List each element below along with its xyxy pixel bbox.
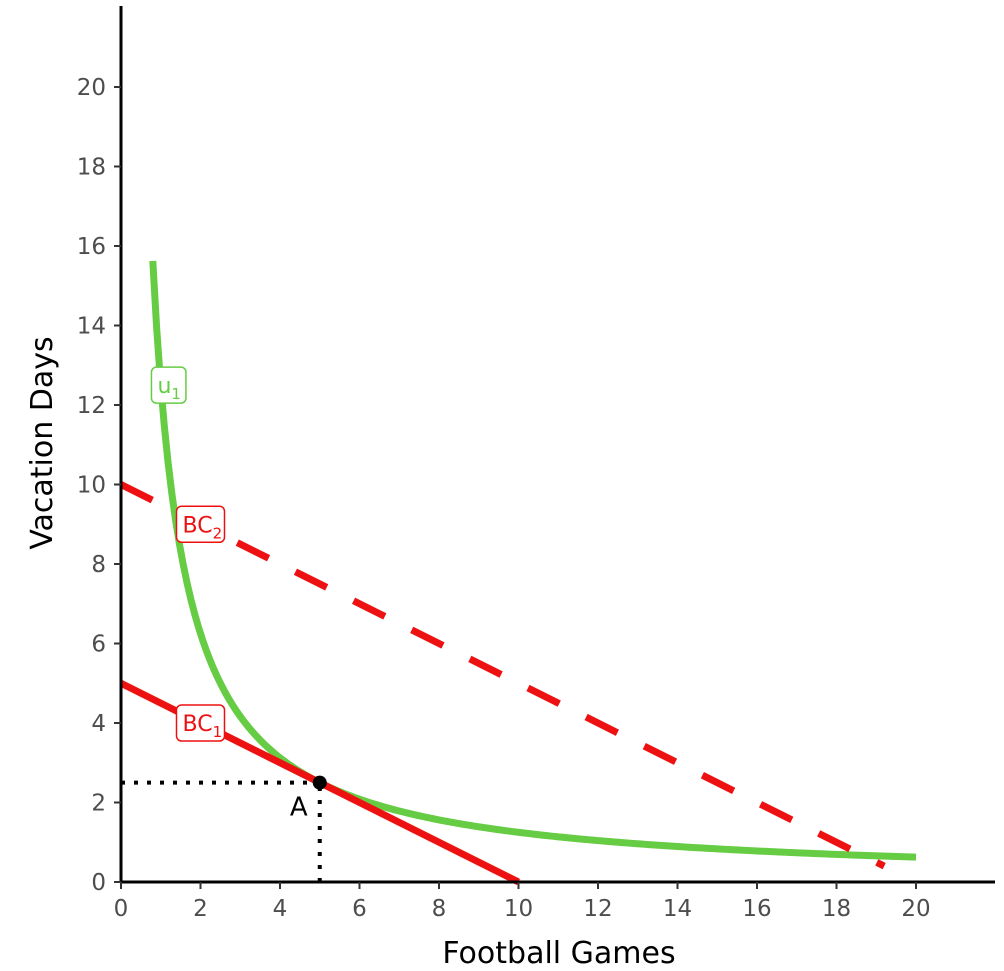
y-tick-label: 12 xyxy=(77,393,106,419)
points: A xyxy=(290,775,327,823)
series-layer xyxy=(119,260,917,886)
guide-lines xyxy=(121,780,322,882)
u1-line xyxy=(149,260,917,861)
point-a-label: A xyxy=(290,793,308,823)
point-a-marker xyxy=(312,775,327,790)
label-box xyxy=(175,505,226,543)
axes: 0 2 4 6 8 10 12 14 16 18 20 0 2 4 6 8 10 12 14 16 18 20 xyxy=(77,6,995,922)
x-tick-label: 14 xyxy=(663,896,692,922)
y-tick-label: 14 xyxy=(77,314,106,340)
x-tick-label: 4 xyxy=(273,896,288,922)
y-tick-label: 8 xyxy=(91,552,106,578)
y-tick-label: 2 xyxy=(91,791,106,817)
y-tick-label: 18 xyxy=(77,155,106,181)
x-tick-label: 18 xyxy=(822,896,851,922)
y-tick-label: 0 xyxy=(91,870,106,896)
bc2-label: BC2 xyxy=(175,505,226,543)
label-text: BC2 xyxy=(183,513,223,542)
x-tick-label: 2 xyxy=(193,896,208,922)
y-tick-label: 16 xyxy=(77,234,106,260)
x-tick-label: 0 xyxy=(114,896,129,922)
y-tick-label: 10 xyxy=(77,473,106,499)
label-text: u1 xyxy=(157,374,181,403)
x-tick-label: 20 xyxy=(901,896,930,922)
label-text: BC1 xyxy=(183,712,223,741)
y-tick-label: 6 xyxy=(91,632,106,658)
x-tick-label: 10 xyxy=(504,896,533,922)
y-tick-label: 20 xyxy=(77,75,106,101)
label-box xyxy=(175,704,226,742)
x-tick-label: 8 xyxy=(432,896,447,922)
x-tick-label: 16 xyxy=(742,896,771,922)
x-tick-label: 6 xyxy=(352,896,367,922)
x-tick-label: 12 xyxy=(583,896,612,922)
bc2-line xyxy=(119,481,886,870)
y-tick-label: 4 xyxy=(91,711,106,737)
x-axis-title: Football Games xyxy=(442,936,675,971)
bc1-label: BC1 xyxy=(175,704,226,742)
y-axis-title: Vacation Days xyxy=(25,336,60,549)
series-labels: u1 BC1 BC2 xyxy=(150,366,226,742)
label-box xyxy=(150,366,187,404)
u1-label: u1 xyxy=(150,366,187,404)
